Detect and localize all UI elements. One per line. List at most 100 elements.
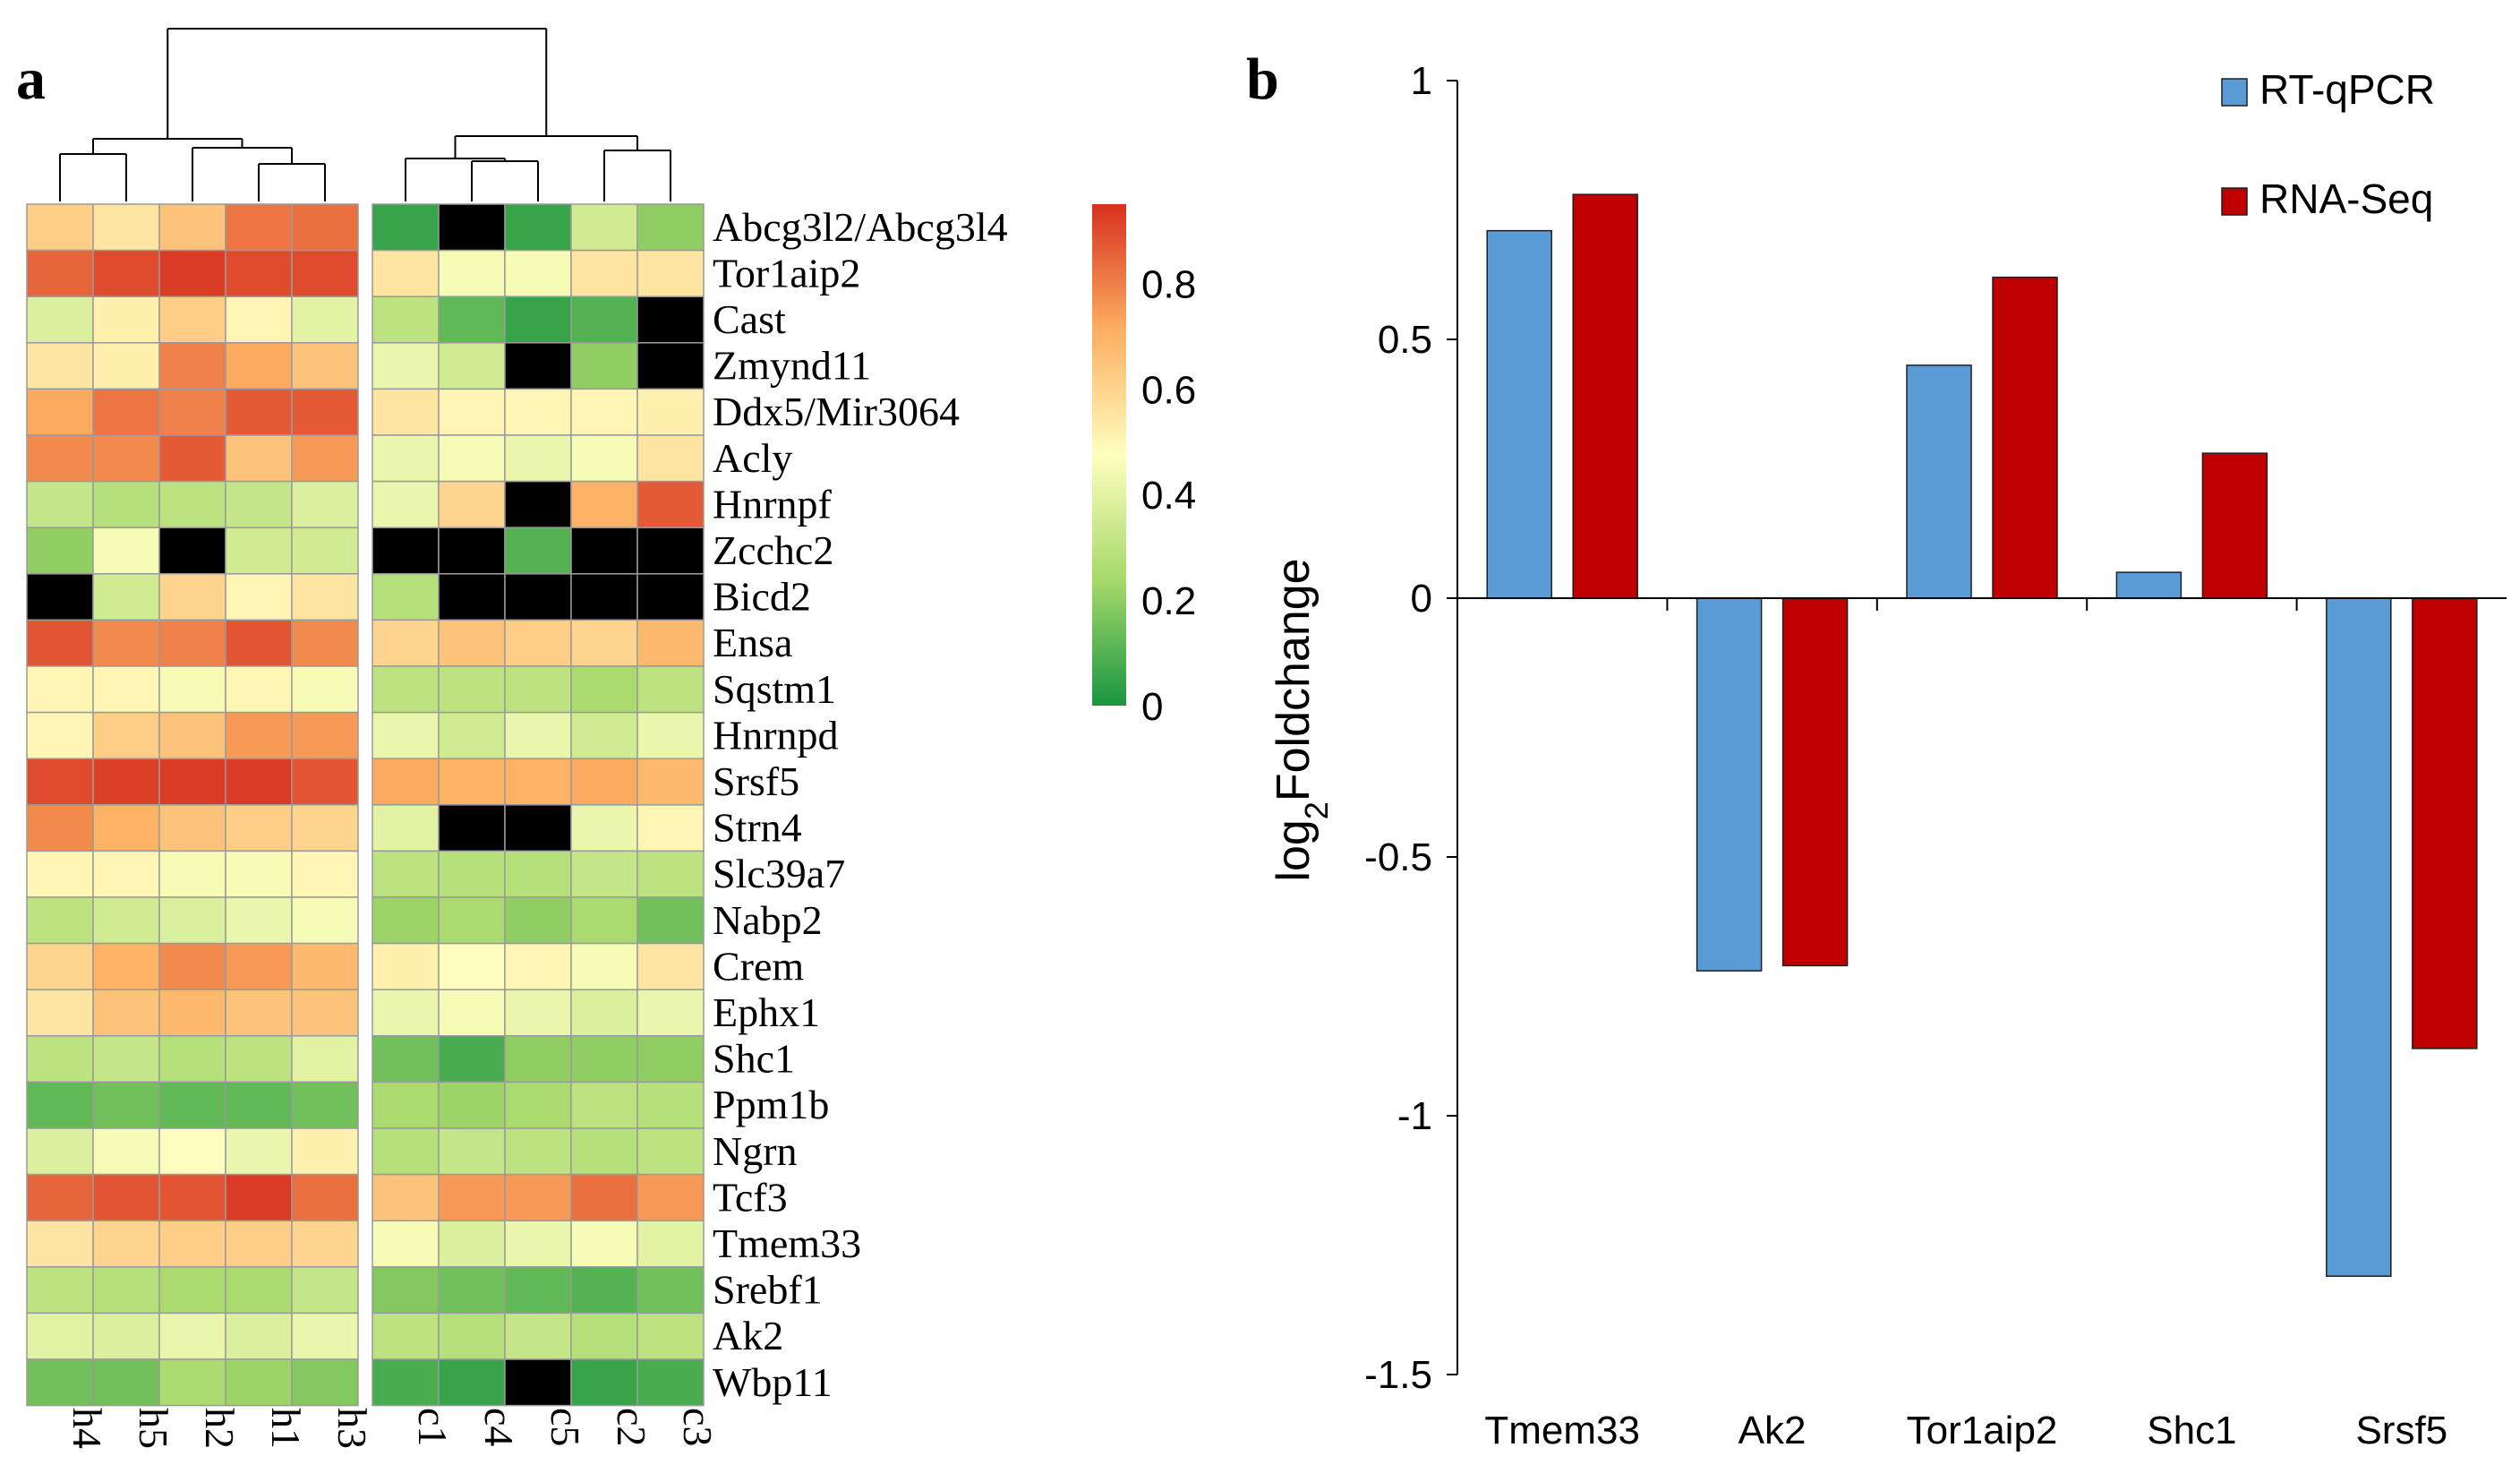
heatmap-cell — [504, 434, 572, 483]
heatmap-cell — [225, 434, 293, 483]
heatmap-cell — [26, 665, 94, 714]
gene-label: Srebf1 — [713, 1267, 823, 1313]
x-axis: Tmem33 Ak2 Tor1aip2 Shc1 Srsf5 — [1457, 597, 2507, 1452]
bar-rt-qpcr — [1696, 597, 1763, 972]
heatmap-cell — [504, 203, 572, 252]
heatmap-cell — [504, 527, 572, 575]
sample-label: c2 — [609, 1408, 654, 1446]
heatmap-cell — [372, 804, 440, 852]
heatmap-cell — [158, 249, 226, 297]
heatmap-cell — [636, 203, 705, 252]
heatmap-cell — [225, 573, 293, 621]
heatmap-cell — [225, 296, 293, 344]
heatmap-cell — [158, 203, 226, 252]
gene-label: Tor1aip2 — [713, 250, 860, 296]
gene-label: Cast — [713, 296, 786, 342]
heatmap-cell — [570, 1358, 638, 1407]
heatmap-cell — [291, 342, 359, 390]
gene-label: Wbp11 — [713, 1359, 833, 1405]
colorbar-gradient — [1092, 204, 1126, 706]
heatmap-cell — [372, 434, 440, 483]
heatmap-cell — [570, 342, 638, 390]
heatmap-cell — [570, 434, 638, 483]
heatmap-cell — [372, 1220, 440, 1268]
heatmap-cell — [372, 527, 440, 575]
gene-label: Tmem33 — [713, 1221, 861, 1266]
heatmap-cell — [92, 1220, 160, 1268]
heatmap-cell — [504, 758, 572, 806]
heatmap-cell — [570, 942, 638, 990]
y-tick-label: 0 — [1411, 577, 1432, 621]
heatmap-cell — [92, 989, 160, 1037]
heatmap-cell — [636, 804, 705, 852]
heatmap-cell — [225, 1035, 293, 1084]
legend-swatch — [2221, 78, 2248, 107]
heatmap-cell — [225, 942, 293, 990]
heatmap-cell — [92, 296, 160, 344]
heatmap-cell — [225, 203, 293, 252]
panel-a-heatmap: a Abcg3l2/Abcg3l4Tor1aip2CastZmynd11Ddx5… — [16, 28, 1196, 1449]
heatmap-cell — [438, 619, 506, 667]
heatmap-cell — [504, 665, 572, 714]
heatmap-cell — [225, 1220, 293, 1268]
heatmap-cell — [158, 896, 226, 945]
heatmap-cell — [636, 573, 705, 621]
heatmap-cell — [438, 203, 506, 252]
heatmap-cell — [92, 711, 160, 759]
heatmap-cell — [92, 896, 160, 945]
y-axis: 1 0.5 0 -0.5 -1 -1.5 — [1364, 59, 1458, 1397]
heatmap-cell — [158, 1081, 226, 1129]
heatmap-cell — [291, 1035, 359, 1084]
heatmap-cell — [158, 758, 226, 806]
heatmap-cell — [570, 296, 638, 344]
heatmap-cell — [570, 1127, 638, 1176]
heatmap-cell — [438, 804, 506, 852]
heatmap-cell — [291, 296, 359, 344]
gene-label: Bicd2 — [713, 574, 811, 620]
heatmap-cell — [636, 1358, 705, 1407]
heatmap-cell — [438, 527, 506, 575]
heatmap-cell — [372, 1312, 440, 1360]
heatmap-cell — [92, 388, 160, 436]
colorbar-tick-label: 0 — [1141, 685, 1163, 729]
gene-label: Shc1 — [713, 1036, 795, 1082]
gene-label: Zcchc2 — [713, 527, 833, 573]
heatmap-cell — [438, 249, 506, 297]
heatmap-cell — [636, 296, 705, 344]
heatmap-cell — [570, 203, 638, 252]
heatmap-cell — [26, 619, 94, 667]
heatmap-cell — [291, 942, 359, 990]
heatmap-cell — [372, 1035, 440, 1084]
gene-label: Crem — [713, 943, 804, 989]
heatmap-cell — [372, 1266, 440, 1315]
heatmap-cell — [291, 1173, 359, 1221]
heatmap-cell — [504, 804, 572, 852]
heatmap-cell — [504, 249, 572, 297]
heatmap-cell — [225, 896, 293, 945]
gene-label: Tcf3 — [713, 1174, 788, 1220]
heatmap-cell — [92, 527, 160, 575]
heatmap-cell — [438, 434, 506, 483]
sample-label: h2 — [197, 1408, 243, 1449]
heatmap-cell — [158, 573, 226, 621]
legend-label: RNA-Seq — [2259, 176, 2433, 222]
heatmap-cell — [291, 804, 359, 852]
heatmap-cell — [225, 1127, 293, 1176]
heatmap-cell — [291, 711, 359, 759]
heatmap-cell — [92, 1266, 160, 1315]
heatmap-cell — [26, 203, 94, 252]
heatmap-cell — [636, 665, 705, 714]
bar-rt-qpcr — [2115, 571, 2183, 599]
heatmap-cell — [372, 1358, 440, 1407]
sample-label: h5 — [131, 1408, 176, 1449]
heatmap-cell — [570, 480, 638, 528]
heatmap-cell — [438, 296, 506, 344]
heatmap-cell — [92, 1035, 160, 1084]
heatmap-cell — [438, 1358, 506, 1407]
heatmap-cell — [158, 480, 226, 528]
heatmap-cell — [26, 388, 94, 436]
gene-label: Hnrnpd — [713, 712, 839, 758]
heatmap-cell — [158, 1358, 226, 1407]
heatmap-cell — [372, 665, 440, 714]
